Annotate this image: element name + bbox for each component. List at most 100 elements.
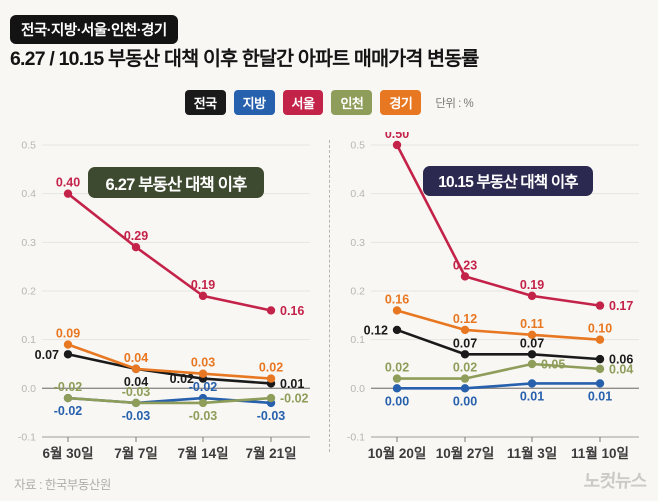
data-point: [527, 350, 537, 359]
value-label: 0.02: [385, 361, 409, 375]
y-tick-label: 0.5: [21, 140, 36, 152]
x-tick-label: 10월 27일: [436, 445, 495, 461]
series-line-서울: [395, 143, 602, 307]
series-line-경기: [66, 343, 273, 380]
value-label: 0.06: [609, 353, 633, 367]
value-label: 0.03: [191, 356, 215, 370]
data-point: [131, 243, 141, 252]
data-point: [131, 364, 141, 374]
data-point: [63, 340, 73, 349]
data-point: [63, 189, 73, 198]
x-tick-label: 7월 7일: [114, 445, 158, 461]
value-label: 0.50: [385, 132, 409, 141]
data-point: [527, 379, 537, 388]
x-tick-label: 11월 10일: [571, 445, 629, 461]
y-tick-label: 0.2: [21, 286, 36, 298]
x-tick-label: 6월 30일: [42, 445, 93, 461]
data-point: [460, 325, 470, 335]
data-point: [595, 301, 605, 310]
value-label: 0.07: [520, 336, 544, 350]
data-point: [392, 306, 402, 315]
chart-divider: [329, 140, 330, 452]
value-label: -0.02: [189, 380, 218, 394]
data-point: [266, 393, 276, 403]
source-credit: 자료 : 한국부동산원: [14, 478, 111, 492]
legend: 전국 지방 서울 인천 경기 단위 : %: [0, 90, 658, 115]
value-label: 0.16: [280, 304, 304, 318]
x-tick-label: 10월 20일: [368, 445, 427, 461]
data-point: [595, 379, 605, 388]
y-tick-label: 0.1: [350, 334, 365, 346]
legend-item-3: 인천: [331, 90, 373, 115]
x-tick-label: 7월 21일: [245, 445, 296, 461]
series-line-전국: [66, 352, 273, 385]
data-point: [198, 369, 208, 378]
data-point: [198, 398, 208, 408]
value-label: -0.02: [280, 392, 309, 406]
chart-627-title-badge: 6.27 부동산 대책 이후: [88, 167, 264, 198]
value-label: 0.17: [609, 299, 633, 313]
value-label: 0.05: [541, 358, 565, 372]
value-label: 0.04: [124, 375, 148, 389]
data-point: [266, 306, 276, 315]
data-point: [527, 359, 537, 369]
data-point: [392, 384, 402, 393]
data-point: [266, 374, 276, 383]
series-line-전국: [395, 328, 602, 361]
value-label: 0.19: [191, 278, 215, 292]
series-line-경기: [395, 309, 602, 341]
value-label: 0.16: [385, 292, 409, 306]
chart-1015-title-badge: 10.15 부동산 대책 이후: [423, 166, 593, 196]
y-tick-label: 0.1: [21, 334, 36, 346]
value-label: 0.01: [520, 389, 544, 403]
y-tick-label: -0.1: [347, 432, 365, 444]
data-point: [595, 364, 605, 374]
value-label: 0.07: [453, 336, 477, 350]
legend-item-0: 전국: [184, 90, 226, 115]
value-label: 0.01: [588, 389, 612, 403]
value-label: 0.04: [609, 362, 633, 376]
value-label: 0.02: [259, 361, 283, 375]
value-label: 0.02: [170, 372, 194, 386]
value-label: -0.02: [54, 404, 83, 418]
data-point: [63, 393, 73, 403]
page-title: 6.27 / 10.15 부동산 대책 이후 한달간 아파트 매매가격 변동률: [10, 48, 479, 70]
data-point: [63, 350, 73, 359]
x-tick-label: 7월 14일: [177, 445, 228, 461]
y-tick-label: 0.0: [350, 383, 365, 395]
chart-627: 0.5 0.4 0.3 0.2 0.1 0.0 -0.1 6월 30일 7월 7일 7월 14일 7…: [18, 140, 310, 461]
data-point: [198, 291, 208, 301]
y-tick-label: 0.3: [21, 237, 36, 249]
value-label: 0.00: [453, 394, 477, 408]
data-point: [392, 325, 402, 335]
data-point: [460, 384, 470, 393]
value-label: 0.12: [453, 312, 477, 326]
series-line-인천: [66, 396, 273, 405]
data-point: [460, 272, 470, 281]
data-point: [131, 398, 141, 408]
data-point: [460, 374, 470, 383]
y-tick-label: 0.4: [21, 188, 36, 200]
legend-item-1: 지방: [233, 90, 275, 115]
value-label: 0.07: [35, 348, 59, 362]
unit-label: 단위 : %: [435, 97, 474, 110]
value-label: 0.11: [520, 317, 544, 331]
value-label: 0.10: [588, 322, 612, 336]
data-point: [460, 350, 470, 359]
value-label: -0.03: [122, 385, 151, 399]
value-label: 0.09: [56, 327, 80, 341]
series-line-서울: [66, 192, 273, 312]
value-label: -0.03: [122, 409, 151, 423]
x-tick-label: 11월 3일: [507, 445, 557, 461]
data-point: [392, 140, 402, 150]
category-badge: 전국·지방·서울·인천·경기: [10, 15, 178, 44]
data-point: [595, 335, 605, 344]
y-tick-label: 0.4: [350, 188, 365, 200]
value-label: 0.01: [280, 377, 304, 391]
legend-item-2: 서울: [282, 90, 324, 115]
value-label: -0.02: [54, 380, 83, 394]
value-label: 0.29: [124, 229, 148, 243]
value-label: 0.04: [124, 351, 148, 365]
